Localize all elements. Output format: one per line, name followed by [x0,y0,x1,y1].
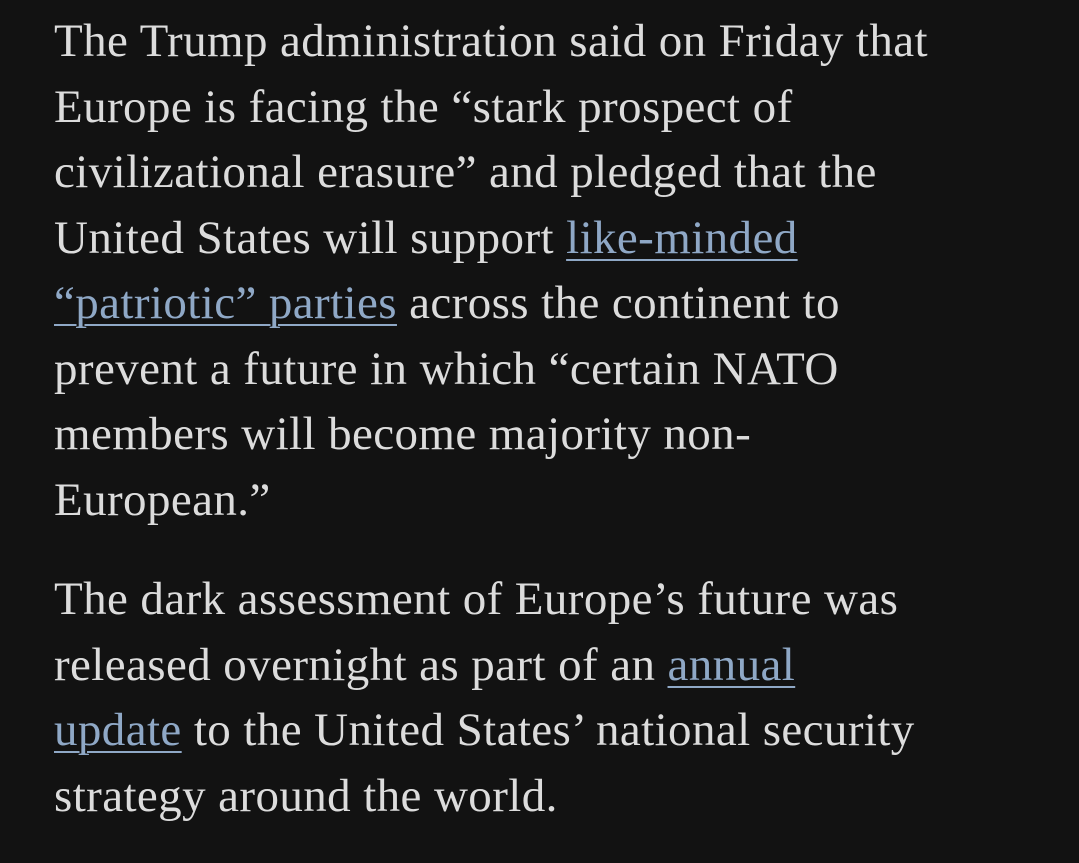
text: The dark assessment of Europe’s future w… [54,573,899,625]
text: civilizational erasure” and pledged that… [54,146,877,198]
text-line: The dark assessment of Europe’s future w… [54,567,1064,633]
link[interactable]: “patriotic” parties [54,277,397,329]
text-line: update to the United States’ national se… [54,698,1064,764]
text: The Trump administration said on Friday … [54,15,928,67]
link[interactable]: like-minded [566,211,798,264]
text-line: prevent a future in which “certain NATO [54,337,1064,403]
text: European.” [54,473,271,526]
text: strategy around the world. [54,769,558,822]
text-line: members will become majority non- [54,402,1064,468]
page: The Trump administration said on Friday … [54,15,928,822]
text-line: European.” [54,468,1064,534]
link[interactable]: update [54,704,182,756]
text: across the continent to [396,277,840,329]
text-line: civilizational erasure” and pledged that… [54,140,1064,206]
text: prevent a future in which “certain NATO [54,342,839,395]
text-line: “patriotic” parties across the continent… [54,271,1064,337]
text: to the United States’ national security [181,704,915,756]
article: The Trump administration said on Friday … [54,9,1064,863]
link[interactable]: annual [667,638,796,691]
text-line: United States will support like-minded [54,206,1064,272]
text: released overnight as part of an [54,638,668,691]
text: Europe is facing the “stark prospect of [54,80,793,133]
text-line: The Trump administration said on Friday … [54,9,1064,75]
text: United States will support [54,211,567,264]
text: members will become majority non- [54,408,752,460]
text-line: strategy around the world. [54,764,1064,830]
paragraph: The dark assessment of Europe’s future w… [54,567,1064,829]
text-line: Europe is facing the “stark prospect of [54,75,1064,141]
paragraph: The Trump administration said on Friday … [54,9,1064,533]
text-line: released overnight as part of an annual [54,633,1064,699]
